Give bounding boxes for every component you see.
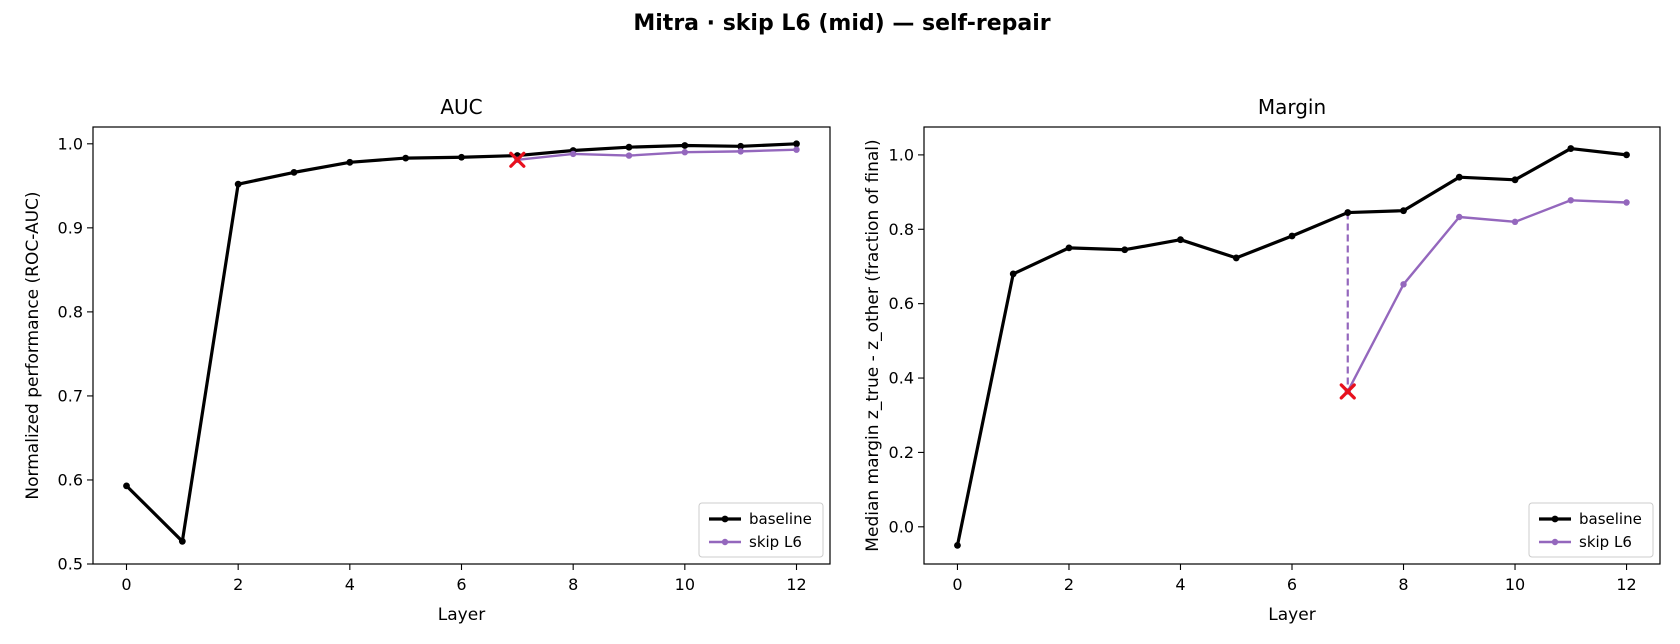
skip-data-point bbox=[1511, 218, 1519, 226]
skip-data-point bbox=[1456, 213, 1463, 221]
x-axis-label: Layer bbox=[1268, 605, 1315, 625]
x-tick-label: 4 bbox=[345, 575, 355, 594]
skip-series-line bbox=[1346, 199, 1628, 393]
baseline-series-line bbox=[955, 146, 1629, 548]
legend-label: skip L6 bbox=[1579, 533, 1632, 551]
skip-data-point bbox=[569, 150, 577, 158]
y-tick-label: 1.0 bbox=[58, 134, 83, 153]
baseline-data-point bbox=[402, 154, 410, 162]
x-tick-label: 12 bbox=[1616, 575, 1636, 594]
x-tick-label: 10 bbox=[675, 575, 695, 594]
baseline-data-point bbox=[1511, 176, 1519, 184]
x-tick-label: 6 bbox=[1287, 575, 1297, 594]
plot-frame bbox=[92, 126, 831, 565]
baseline-data-point bbox=[1288, 232, 1296, 240]
legend-swatch-point bbox=[721, 515, 729, 523]
baseline-data-point bbox=[1455, 173, 1463, 181]
baseline-data-point bbox=[625, 143, 633, 151]
baseline-data-point bbox=[178, 537, 186, 545]
baseline-data-point bbox=[793, 140, 800, 148]
damage-x-stroke bbox=[509, 151, 526, 168]
baseline-data-point bbox=[954, 542, 961, 549]
baseline-data-point bbox=[1009, 270, 1017, 278]
legend-label: baseline bbox=[749, 510, 812, 528]
y-tick-label: 0.8 bbox=[889, 220, 914, 239]
baseline-data-point bbox=[1623, 151, 1630, 159]
y-tick-label: 1.0 bbox=[889, 145, 914, 164]
baseline-data-point bbox=[1567, 145, 1575, 152]
x-tick-label: 2 bbox=[233, 575, 243, 594]
legend-frame bbox=[698, 502, 824, 558]
legend: baseline skip L6 bbox=[1528, 502, 1654, 558]
x-tick-label: 0 bbox=[952, 575, 962, 594]
baseline-data-point bbox=[681, 142, 689, 149]
legend-label: baseline bbox=[1579, 510, 1642, 528]
y-tick-label: 0.5 bbox=[58, 555, 83, 574]
y-axis-label: Normalized performance (ROC-AUC) bbox=[23, 191, 43, 499]
figure-title: Mitra · skip L6 (mid) — self-repair bbox=[633, 11, 1050, 36]
x-tick-label: 2 bbox=[1064, 575, 1074, 594]
baseline-data-point bbox=[458, 153, 465, 161]
baseline-data-point bbox=[1177, 236, 1184, 244]
panel-title: AUC bbox=[440, 95, 482, 119]
baseline-data-point bbox=[346, 158, 354, 166]
baseline-data-point bbox=[737, 142, 745, 150]
baseline-data-point bbox=[123, 482, 130, 490]
skip-data-point bbox=[737, 148, 744, 155]
plot-frame bbox=[923, 126, 1661, 565]
skip-data-point bbox=[793, 146, 800, 153]
x-tick-label: 8 bbox=[1398, 575, 1408, 594]
skip-data-point bbox=[681, 149, 689, 156]
legend-swatch-point bbox=[1551, 538, 1559, 546]
y-tick-label: 0.9 bbox=[58, 218, 83, 237]
baseline-data-point bbox=[1121, 246, 1129, 254]
skip-data-point bbox=[1623, 199, 1630, 206]
legend-frame bbox=[1528, 502, 1654, 558]
baseline-series-line bbox=[124, 142, 799, 543]
baseline-data-point bbox=[1065, 244, 1073, 252]
y-tick-label: 0.6 bbox=[58, 470, 83, 489]
skip-data-point bbox=[625, 152, 633, 159]
skip-series-line bbox=[516, 148, 798, 161]
y-tick-label: 0.8 bbox=[58, 302, 83, 321]
x-tick-label: 4 bbox=[1175, 575, 1185, 594]
y-tick-label: 0.0 bbox=[889, 517, 914, 536]
x-tick-label: 10 bbox=[1505, 575, 1525, 594]
x-tick-label: 0 bbox=[121, 575, 131, 594]
x-axis-label: Layer bbox=[438, 605, 485, 625]
x-tick-label: 6 bbox=[456, 575, 466, 594]
x-tick-label: 12 bbox=[786, 575, 806, 594]
legend-label: skip L6 bbox=[749, 533, 802, 551]
panels: AUC 0 2 4 6 8 10 12 0.5 0.6 0.7 0.8 0.9 1.0 Layer Norma… bbox=[23, 95, 1661, 625]
baseline-data-point bbox=[1344, 209, 1352, 216]
panel-title: Margin bbox=[1258, 95, 1326, 119]
legend: baseline skip L6 bbox=[698, 502, 824, 558]
baseline-data-point bbox=[1232, 254, 1240, 262]
y-tick-label: 0.2 bbox=[889, 443, 914, 462]
baseline-data-point bbox=[234, 180, 242, 188]
legend-swatch-point bbox=[721, 538, 729, 546]
damage-x-stroke bbox=[1339, 383, 1356, 400]
y-tick-label: 0.7 bbox=[58, 386, 83, 405]
skip-data-point bbox=[1400, 281, 1407, 288]
skip-data-point bbox=[1567, 197, 1574, 204]
chart-panel-2: Margin 0 2 4 6 8 10 12 0.0 0.2 0.4 0.6 0.8 1.0 Layer Me… bbox=[863, 95, 1661, 625]
x-tick-label: 8 bbox=[568, 575, 578, 594]
damage-x-marker bbox=[1339, 383, 1356, 400]
baseline-data-point bbox=[290, 168, 298, 176]
baseline-data-point bbox=[1400, 207, 1407, 215]
y-tick-label: 0.4 bbox=[889, 369, 914, 388]
y-axis-label: Median margin z_true - z_other (fraction… bbox=[863, 139, 883, 551]
chart-panel-1: AUC 0 2 4 6 8 10 12 0.5 0.6 0.7 0.8 0.9 1.0 Layer Norma… bbox=[23, 95, 831, 625]
damage-x-marker bbox=[509, 151, 526, 168]
y-tick-label: 0.6 bbox=[889, 294, 914, 313]
legend-swatch-point bbox=[1551, 515, 1559, 523]
